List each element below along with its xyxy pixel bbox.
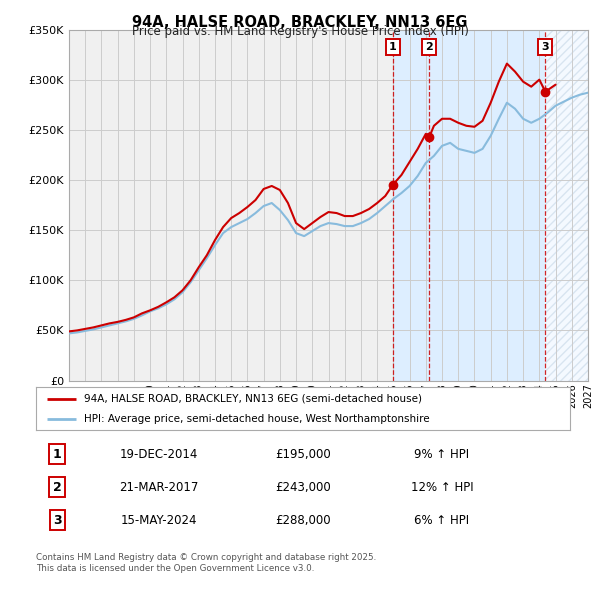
Bar [393, 30, 545, 381]
Text: HPI: Average price, semi-detached house, West Northamptonshire: HPI: Average price, semi-detached house,… [84, 414, 430, 424]
Text: 21-MAR-2017: 21-MAR-2017 [119, 481, 199, 494]
Text: 19-DEC-2014: 19-DEC-2014 [119, 448, 198, 461]
Bar [545, 30, 588, 381]
Text: 12% ↑ HPI: 12% ↑ HPI [410, 481, 473, 494]
Text: £243,000: £243,000 [275, 481, 331, 494]
Text: 9% ↑ HPI: 9% ↑ HPI [414, 448, 469, 461]
Text: 1: 1 [53, 448, 62, 461]
Text: 2: 2 [53, 481, 62, 494]
Text: Price paid vs. HM Land Registry's House Price Index (HPI): Price paid vs. HM Land Registry's House … [131, 25, 469, 38]
Text: 1: 1 [389, 42, 397, 52]
Text: 15-MAY-2024: 15-MAY-2024 [121, 514, 197, 527]
Text: 94A, HALSE ROAD, BRACKLEY, NN13 6EG: 94A, HALSE ROAD, BRACKLEY, NN13 6EG [132, 15, 468, 30]
Text: 2: 2 [425, 42, 433, 52]
Text: £288,000: £288,000 [275, 514, 331, 527]
Text: 94A, HALSE ROAD, BRACKLEY, NN13 6EG (semi-detached house): 94A, HALSE ROAD, BRACKLEY, NN13 6EG (sem… [84, 394, 422, 404]
Text: 3: 3 [542, 42, 549, 52]
Bar [545, 30, 588, 381]
Text: 6% ↑ HPI: 6% ↑ HPI [414, 514, 469, 527]
Bar [545, 30, 588, 381]
Text: Contains HM Land Registry data © Crown copyright and database right 2025.
This d: Contains HM Land Registry data © Crown c… [36, 553, 376, 573]
Text: 3: 3 [53, 514, 62, 527]
Text: £195,000: £195,000 [275, 448, 331, 461]
